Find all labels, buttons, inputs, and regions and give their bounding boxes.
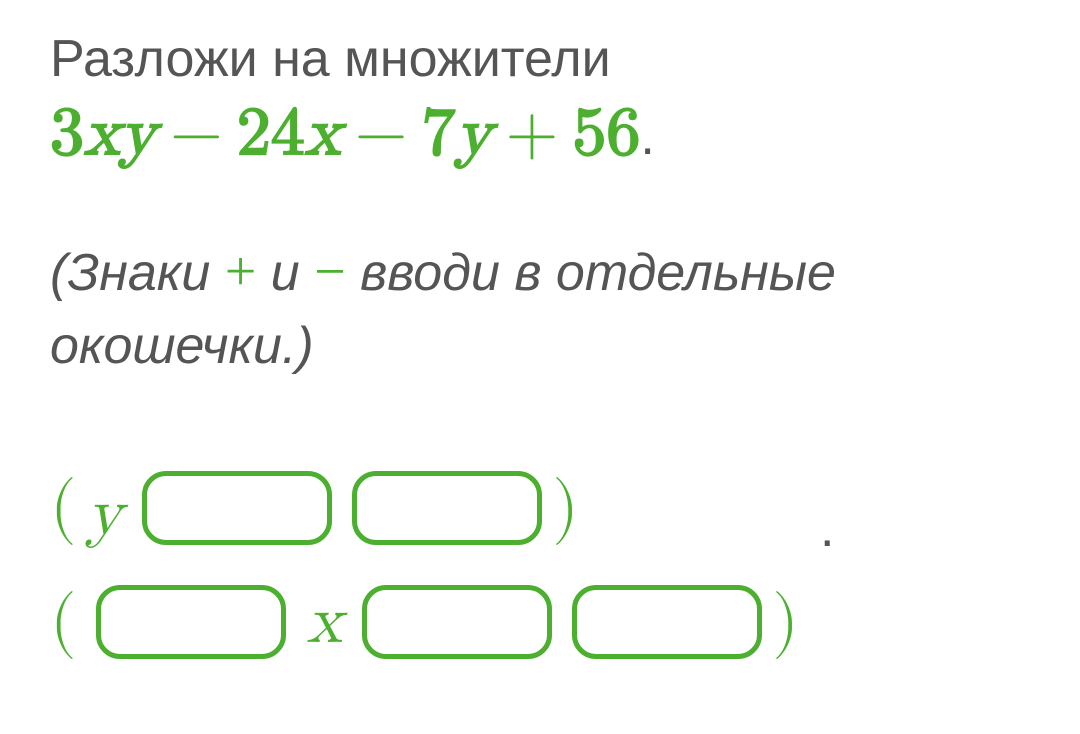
open-paren: ( <box>50 588 76 656</box>
close-paren: ) <box>552 474 578 542</box>
input-r2-1[interactable] <box>96 585 286 659</box>
expr-part: 7 <box>422 100 456 168</box>
plus-sign: + <box>225 241 257 303</box>
prompt-text: Разложи на множители <box>50 30 1030 90</box>
trailing-dot: . <box>820 499 834 559</box>
expr-part: x <box>84 100 120 168</box>
expr-part: − <box>156 100 237 168</box>
expr-part: − <box>341 100 422 168</box>
minus-sign: − <box>314 241 346 303</box>
input-r1-1[interactable] <box>142 471 332 545</box>
expr-part: 56 <box>572 100 640 168</box>
answer-area: ( y ) . ( x ) <box>50 471 1030 681</box>
expr-part: 3 <box>50 100 84 168</box>
close-paren: ) <box>772 588 798 656</box>
expr-part: y <box>456 100 492 168</box>
expr-part: y <box>120 100 156 168</box>
answer-row-1: ( y ) <box>50 471 579 545</box>
hint-prefix: (Знаки <box>50 244 225 302</box>
expr-part: x <box>305 100 341 168</box>
var-x: x <box>306 588 342 656</box>
var-y: y <box>86 480 122 548</box>
open-paren: ( <box>50 474 76 542</box>
problem-page: Разложи на множители 3xy−24x−7y+56. (Зна… <box>0 0 1080 681</box>
expression: 3xy−24x−7y+56. <box>50 94 1030 176</box>
expr-part: + <box>491 100 572 168</box>
expr-part: 24 <box>237 100 305 168</box>
input-r2-2[interactable] <box>362 585 552 659</box>
expr-part: . <box>640 108 654 166</box>
hint-mid: и <box>256 244 314 302</box>
answer-row-2: ( x ) <box>50 585 799 659</box>
hint-text: (Знаки + и − вводи в отдельные окошечки.… <box>50 235 1030 381</box>
input-r2-3[interactable] <box>572 585 762 659</box>
input-r1-2[interactable] <box>352 471 542 545</box>
